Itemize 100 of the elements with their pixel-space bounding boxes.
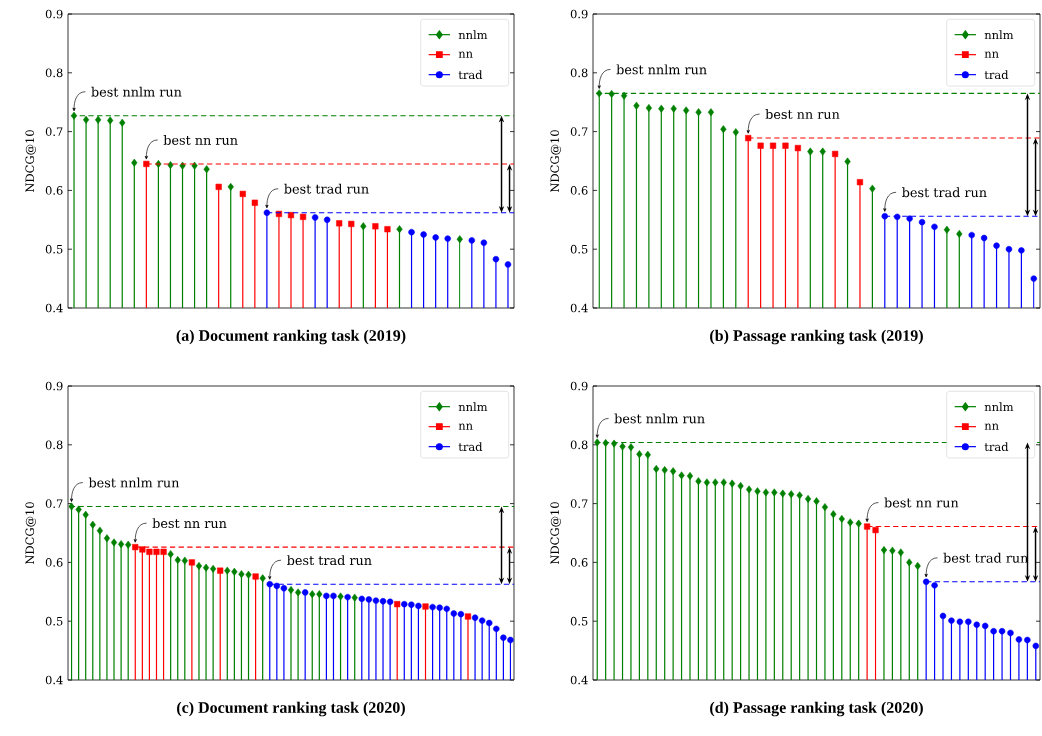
point [119,118,126,127]
point [287,212,295,219]
point [973,621,980,628]
point [661,466,668,475]
point [745,135,752,142]
point [1015,636,1023,643]
point [239,190,246,197]
point [788,490,795,499]
point [855,519,862,528]
point [636,450,643,459]
point [68,502,75,511]
y-tick-label: 0.4 [45,303,63,313]
point [372,223,379,230]
point [486,619,493,627]
y-tick-label: 0.6 [570,558,588,567]
point [931,582,938,589]
point [210,564,217,573]
point [360,222,367,231]
y-tick-label: 0.4 [45,675,63,685]
point [894,213,901,221]
point [118,540,125,549]
point [456,235,463,244]
point [480,239,488,246]
point [856,179,864,186]
point [965,618,972,625]
point [769,142,777,149]
point [844,157,851,166]
point [754,487,761,496]
point [594,438,601,447]
legend-label: nn [458,423,473,430]
point [275,210,283,217]
ref-line-label: best nnlm run [616,64,707,75]
point [82,510,89,519]
point [422,603,429,610]
point [918,218,926,226]
point [922,578,930,586]
legend-label: trad [984,442,1009,452]
point [670,467,677,476]
point [956,229,963,238]
y-tick-label: 0.9 [570,9,588,19]
point [365,596,373,603]
point [348,220,355,227]
point [457,610,465,618]
point [215,183,222,190]
point [316,590,323,599]
point [301,589,309,596]
point [847,518,854,527]
point [231,567,238,576]
point [720,478,727,487]
point [645,104,652,113]
point [872,526,879,534]
point [337,592,344,601]
point [309,590,316,599]
point [686,471,694,480]
point [188,559,195,566]
point [880,546,888,555]
y-tick-label: 0.8 [570,440,588,450]
legend-label: nnlm [458,402,488,412]
point [468,237,476,244]
y-tick-label: 0.9 [45,381,63,391]
point [596,89,603,98]
y-tick-label: 0.4 [570,303,588,313]
point [323,592,330,600]
point [830,510,837,519]
y-tick-label: 0.7 [570,499,588,508]
legend-label: trad [984,70,1009,80]
point [1005,245,1013,253]
legend-label: nn [458,51,473,58]
point [864,523,871,530]
y-tick-label: 0.9 [45,9,63,19]
y-axis-title: NDCG@10 [25,502,36,565]
point [948,617,955,624]
point [444,235,451,242]
point [493,625,500,633]
point [238,570,245,579]
legend-label: nn [984,423,999,430]
point [881,213,888,220]
point [167,550,174,559]
point [796,491,803,500]
point [311,214,319,221]
point [620,91,628,100]
point [897,548,904,557]
point [181,556,188,565]
point [906,215,913,222]
point [273,582,281,590]
point [372,597,380,604]
y-tick-label: 0.6 [45,558,63,567]
point [712,478,719,487]
ref-line-label: best trad run [902,187,987,198]
point [956,618,964,625]
point [384,226,391,233]
point [981,622,989,630]
point [998,627,1006,635]
point [103,534,111,543]
point [217,567,224,574]
y-tick-label: 0.7 [45,499,63,508]
point [819,147,826,156]
point [251,199,258,206]
point [869,184,876,193]
point [990,627,997,635]
